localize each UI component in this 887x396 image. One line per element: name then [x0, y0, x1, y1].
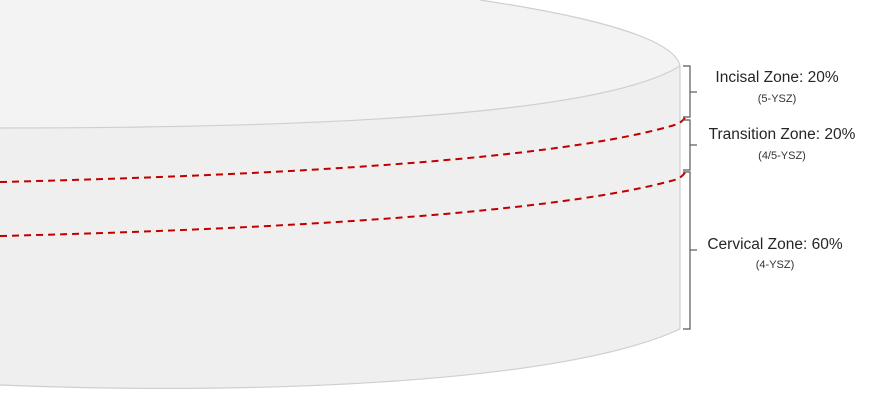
disc-top-back-outline — [479, 0, 681, 67]
transition-cervical-boundary-line — [0, 168, 687, 237]
disc-top-rim-outline — [0, 65, 681, 129]
disc-top-face — [0, 0, 680, 128]
disc-body — [0, 0, 680, 389]
cervical-zone-material: (4-YSZ) — [756, 259, 795, 271]
incisal-transition-boundary-line — [0, 113, 687, 183]
transition-zone-material: (4/5-YSZ) — [758, 150, 806, 162]
transition-zone-label: Transition Zone: 20% — [709, 126, 856, 143]
incisal-zone-label: Incisal Zone: 20% — [715, 69, 838, 86]
disc-bottom-outline — [0, 328, 681, 390]
transition-zone-bracket — [683, 119, 697, 171]
incisal-zone-bracket — [683, 65, 697, 118]
cervical-zone-label: Cervical Zone: 60% — [707, 236, 842, 253]
incisal-zone-material: (5-YSZ) — [758, 93, 797, 105]
cervical-zone-bracket — [683, 171, 697, 330]
